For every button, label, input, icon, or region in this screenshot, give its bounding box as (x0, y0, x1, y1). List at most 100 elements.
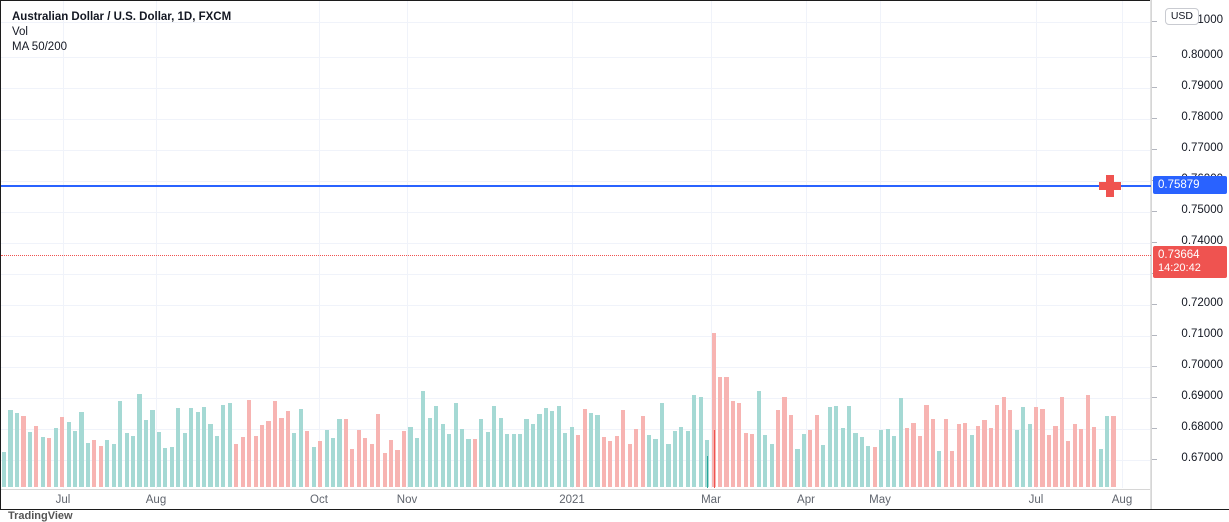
time-axis-label: Oct (310, 494, 328, 506)
gridline (407, 1, 408, 488)
volume-bar (292, 432, 297, 487)
volume-bar (240, 436, 245, 487)
price-tick (1152, 459, 1157, 460)
currency-badge[interactable]: USD (1164, 8, 1199, 26)
volume-bar (601, 437, 607, 487)
volume-bar (569, 427, 574, 487)
volume-bar (943, 419, 948, 487)
price-tick (1152, 397, 1157, 398)
price-tick-label: 0.78000 (1181, 111, 1223, 123)
gridline (1036, 1, 1037, 488)
volume-bar (730, 401, 736, 487)
gridline (1, 305, 1151, 306)
reference-price-line[interactable] (1, 185, 1151, 187)
volume-bar (840, 428, 845, 487)
last-price-badge[interactable]: 0.73664 14:20:42 (1153, 246, 1227, 279)
death-cross-marker[interactable] (1099, 175, 1121, 197)
volume-bar (311, 447, 316, 487)
time-axis[interactable]: Jul Aug Oct Nov 2021 Mar Apr May Jul Aug (1, 489, 1151, 509)
volume-bar (98, 446, 103, 487)
gridline (806, 1, 807, 488)
volume-bar (917, 436, 923, 487)
volume-bar (614, 435, 619, 487)
volume-bar (1066, 440, 1071, 487)
volume-bar (859, 436, 865, 487)
volume-bar (356, 430, 361, 487)
volume-bar (72, 430, 78, 487)
volume-bar (685, 430, 690, 487)
volume-bar (653, 439, 658, 487)
volume-bar (260, 424, 265, 487)
gridline (1, 119, 1151, 120)
volume-bar (866, 445, 871, 487)
volume-bar (885, 428, 890, 487)
volume-bar (801, 433, 806, 487)
volume-bar (872, 446, 877, 487)
volume-bar (137, 393, 142, 487)
chart-legend: Australian Dollar / U.S. Dollar, 1D, FXC… (12, 10, 231, 56)
time-axis-label: Nov (396, 494, 418, 506)
volume-bar (905, 428, 910, 487)
price-tick (1152, 87, 1157, 88)
volume-bar (318, 441, 323, 487)
volume-bar (143, 419, 149, 487)
volume-bar (343, 418, 349, 487)
volume-bar (769, 444, 774, 487)
volume-bar (963, 422, 968, 487)
chart-plot-area[interactable] (1, 1, 1151, 488)
volume-bar (79, 412, 84, 487)
gridline (1, 336, 1151, 337)
volume-bar (776, 409, 781, 487)
price-tick (1152, 242, 1157, 243)
gridline (1, 22, 1151, 23)
volume-bar (376, 413, 381, 487)
gridline (63, 1, 64, 488)
price-scale[interactable]: USD 0.81000 0.80000 0.79000 0.78000 0.77000 0… (1151, 0, 1229, 509)
volume-bar (479, 418, 484, 487)
volume-bar (1008, 410, 1013, 487)
current-price-badge[interactable]: 0.75879 (1153, 176, 1227, 195)
volume-bar (27, 432, 32, 487)
volume-bar (505, 434, 510, 487)
volume-bar (498, 418, 503, 487)
volume-bar (808, 430, 813, 487)
volume-bar (924, 404, 929, 487)
last-price-countdown: 14:20:42 (1158, 262, 1201, 275)
price-tick (1152, 211, 1157, 212)
time-axis-label: May (869, 494, 891, 506)
volume-bar (666, 443, 671, 487)
volume-bar (576, 435, 581, 487)
volume-legend-label[interactable]: Vol (12, 26, 28, 39)
volume-bar (846, 406, 852, 487)
price-tick-label: 0.70000 (1181, 359, 1223, 371)
volume-bar (1079, 429, 1084, 487)
gridline (1, 367, 1151, 368)
volume-bar (40, 437, 45, 487)
volume-bar (305, 431, 310, 487)
volume-bar (163, 447, 168, 487)
volume-bar (156, 431, 161, 487)
volume-bar (176, 407, 181, 487)
time-axis-label: Aug (1111, 494, 1133, 506)
volume-bar (898, 397, 903, 487)
volume-bar (1001, 397, 1006, 487)
volume-bar (389, 439, 394, 487)
volume-bar (640, 415, 645, 487)
volume-bar (853, 432, 858, 487)
volume-bar (582, 409, 587, 487)
gridline (1, 460, 1151, 461)
volume-bar (105, 440, 110, 487)
volume-bar (8, 409, 13, 487)
volume-bar (189, 407, 194, 487)
time-axis-label: Aug (145, 494, 167, 506)
ma-legend-label[interactable]: MA 50/200 (12, 41, 67, 54)
tradingview-watermark: TradingView (8, 511, 73, 522)
volume-bar (92, 439, 97, 487)
volume-bar (1027, 424, 1032, 487)
volume-bar (621, 409, 626, 487)
volume-bar (950, 451, 955, 487)
volume-bar (627, 444, 632, 487)
volume-bar (588, 413, 594, 487)
price-tick-label: 0.80000 (1181, 49, 1223, 61)
volume-bar (795, 448, 800, 487)
